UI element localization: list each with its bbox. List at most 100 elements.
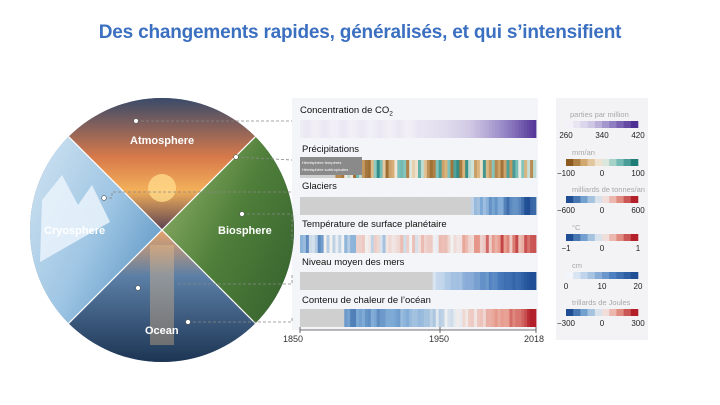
stripe [462,197,466,215]
stripe [479,120,484,138]
legend-tick-3-1: 0 [600,244,605,253]
stripe [394,235,398,253]
stripe [521,120,525,138]
stripe [382,120,386,138]
stripe [441,197,445,215]
stripe [323,197,327,215]
stripe [500,160,504,178]
stripe [302,120,307,138]
stripe [474,235,478,253]
stripe [488,272,493,290]
stripe [474,160,478,178]
stripe [488,197,493,215]
legend-swatch [594,121,603,128]
stripe [426,272,431,290]
stripe [500,120,504,138]
stripe [350,309,354,327]
stripe [471,197,475,215]
legend-swatch [573,234,581,241]
stripe [409,197,413,215]
stripe [329,272,333,290]
legend-panel [556,98,648,340]
stripe [485,120,490,138]
stripe [361,309,366,327]
atmosphere-segment [30,98,294,230]
stripe [341,197,345,215]
stripe [515,197,519,215]
stripe [311,235,316,253]
slide-title: Des changements rapides, généralisés, et… [98,22,622,43]
legend-swatch [566,234,574,241]
stripe [488,160,493,178]
stripe [305,309,310,327]
stripe [435,160,440,178]
biosphere-segment [162,98,294,362]
stripe [394,272,398,290]
legend-swatch [594,196,603,203]
stripe [527,197,531,215]
stripe [356,120,360,138]
stripe [338,120,342,138]
stripe [482,272,487,290]
legend-swatch [587,196,596,203]
stripe [494,160,499,178]
stripe [317,197,322,215]
precip-note-subtropical: Hémisphère subtropicales [302,167,348,172]
stripe [347,235,351,253]
stripe [367,160,372,178]
stripe [503,309,507,327]
legend-swatch [616,121,624,128]
stripe [447,235,451,253]
stripe [317,272,322,290]
stripe [494,197,499,215]
stripe [477,309,481,327]
legend-swatch [630,196,639,203]
stripe [361,197,366,215]
stripe [364,160,369,178]
stripes-glaciers [300,197,537,215]
stripe [441,309,445,327]
stripe [406,120,410,138]
stripe [335,272,339,290]
legend-swatch [602,159,610,166]
stripe [397,160,401,178]
sphere-label-cryosphere: Cryosphere [44,225,105,237]
legend-swatch [580,309,588,316]
stripe [311,272,316,290]
stripe [530,235,534,253]
sphere-label-atmosphere: Atmosphere [130,135,194,147]
legend-swatch [602,272,610,279]
stripe [412,309,416,327]
stripe [438,272,442,290]
stripe [485,309,490,327]
stripe [406,197,410,215]
stripe [382,272,386,290]
legend-tick-4-0: 0 [564,282,569,291]
stripe [356,272,360,290]
stripe [450,309,454,327]
stripe [459,160,463,178]
stripe [468,272,472,290]
stripe [332,235,336,253]
stripe [356,235,360,253]
stripe [308,120,313,138]
legend-tick-2-2: 600 [631,206,645,215]
stripe [441,120,445,138]
stripe [482,160,487,178]
stripe [524,120,528,138]
stripe [435,197,440,215]
stripe [403,160,407,178]
stripe [320,197,324,215]
stripe [435,309,440,327]
stripe [456,160,460,178]
stripe [462,272,466,290]
stripe [533,272,537,290]
stripe [444,309,448,327]
stripe [429,235,434,253]
stripe [338,272,342,290]
connector-precip [235,156,293,161]
stripe [453,120,457,138]
stripe [477,160,481,178]
stripe [456,197,460,215]
stripe [341,120,345,138]
